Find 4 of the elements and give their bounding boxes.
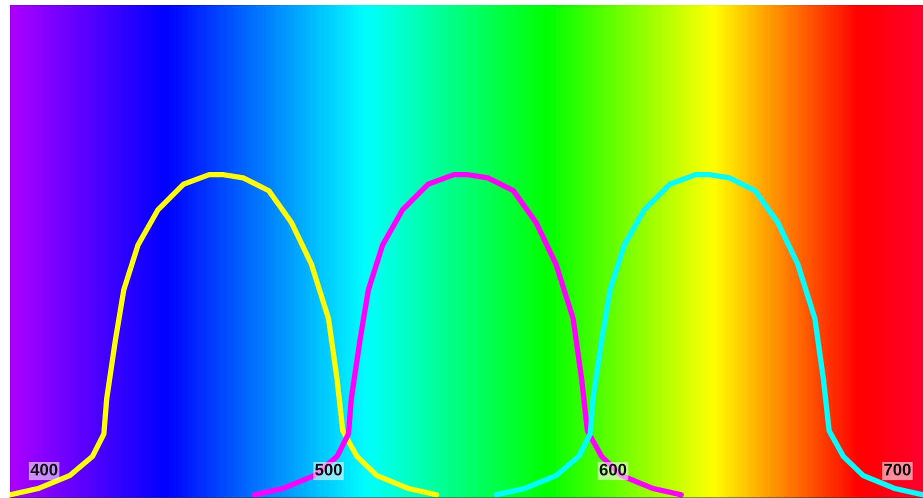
x-tick-label: 500 — [315, 464, 342, 476]
x-tick-label: 400 — [30, 464, 58, 476]
x-tick-label: 600 — [600, 464, 626, 476]
x-tick-label: 700 — [884, 464, 911, 476]
